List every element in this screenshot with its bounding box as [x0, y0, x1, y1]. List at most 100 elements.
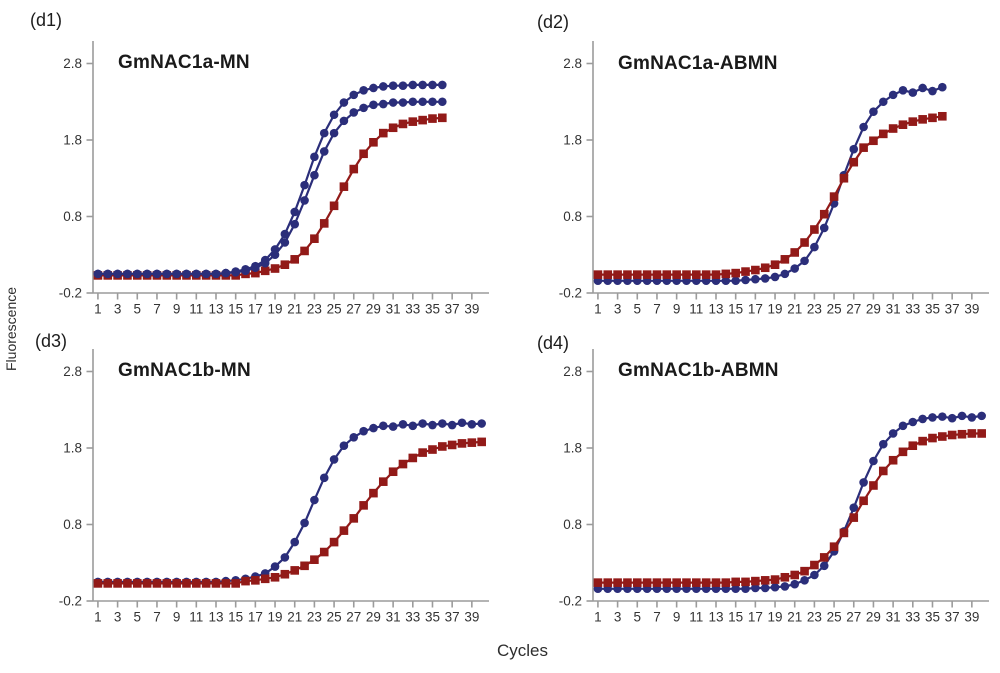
- data-point-circle: [369, 83, 378, 93]
- data-point-circle: [339, 116, 349, 126]
- data-point-square: [770, 575, 780, 584]
- data-point-square: [418, 115, 427, 125]
- data-point-circle: [977, 411, 986, 421]
- data-point-circle: [192, 269, 201, 279]
- y-tick-label: 2.8: [63, 56, 82, 71]
- x-tick-label: 5: [634, 610, 642, 625]
- data-point-square: [859, 496, 868, 506]
- data-point-square: [398, 459, 408, 469]
- data-point-circle: [310, 170, 319, 180]
- data-point-circle: [908, 88, 918, 97]
- data-point-square: [418, 448, 427, 457]
- x-tick-label: 13: [208, 610, 223, 625]
- data-point-square: [378, 477, 388, 486]
- x-tick-label: 39: [464, 610, 479, 625]
- x-tick-label: 27: [846, 302, 861, 317]
- data-point-square: [898, 447, 908, 457]
- x-tick-label: 19: [768, 610, 783, 625]
- data-point-square: [810, 560, 819, 570]
- panel-label-d4: (d4): [537, 333, 570, 353]
- data-point-circle: [270, 245, 280, 254]
- data-point-square: [751, 265, 760, 275]
- x-tick-label: 37: [445, 302, 460, 317]
- data-point-square: [938, 432, 947, 441]
- data-point-square: [878, 466, 888, 476]
- data-point-circle: [182, 269, 191, 279]
- data-point-square: [731, 577, 740, 587]
- x-tick-label: 21: [787, 302, 802, 317]
- data-point-square: [928, 433, 937, 443]
- data-point-circle: [457, 418, 467, 428]
- series-red-squares: [593, 111, 947, 279]
- data-point-square: [477, 437, 486, 447]
- data-point-square: [113, 579, 122, 588]
- data-point-circle: [741, 275, 750, 285]
- x-tick-label: 3: [114, 610, 122, 625]
- data-point-circle: [888, 429, 898, 438]
- x-tick-label: 3: [114, 302, 122, 317]
- data-point-square: [829, 192, 839, 201]
- panel-title-d4: GmNAC1b-ABMN: [618, 360, 779, 381]
- data-point-circle: [152, 269, 162, 279]
- data-point-square: [682, 578, 691, 587]
- x-tick-label: 35: [425, 610, 440, 625]
- data-point-circle: [408, 97, 418, 107]
- data-point-circle: [760, 583, 770, 593]
- data-point-square: [260, 266, 270, 276]
- data-point-square: [438, 113, 447, 123]
- x-tick-label: 35: [925, 302, 940, 317]
- data-point-square: [632, 578, 642, 587]
- data-point-circle: [878, 97, 888, 107]
- data-point-square: [310, 555, 319, 564]
- x-tick-label: 39: [964, 610, 979, 625]
- data-point-circle: [251, 261, 260, 271]
- data-point-circle: [849, 144, 859, 154]
- data-point-circle: [319, 128, 329, 138]
- data-point-square: [652, 578, 662, 587]
- y-tick-label: 1.8: [563, 133, 582, 148]
- data-point-square: [398, 119, 408, 129]
- panel-title-d2: GmNAC1a-ABMN: [618, 53, 778, 74]
- data-point-square: [721, 269, 731, 279]
- x-tick-label: 29: [366, 302, 381, 317]
- data-point-circle: [201, 269, 211, 279]
- data-point-square: [957, 429, 967, 439]
- x-tick-label: 27: [346, 610, 361, 625]
- data-point-square: [790, 248, 800, 257]
- y-tick-label: -0.2: [559, 286, 582, 301]
- data-point-square: [241, 576, 250, 586]
- data-point-circle: [260, 255, 270, 265]
- data-point-circle: [300, 196, 309, 205]
- data-point-circle: [349, 108, 359, 117]
- data-point-circle: [418, 80, 427, 90]
- data-point-circle: [172, 269, 181, 279]
- data-point-circle: [908, 417, 918, 427]
- data-point-square: [859, 143, 868, 152]
- data-point-square: [829, 542, 839, 551]
- data-point-circle: [329, 110, 339, 120]
- data-point-circle: [329, 128, 339, 138]
- x-tick-label: 17: [248, 302, 263, 317]
- data-point-circle: [447, 420, 457, 430]
- data-point-square: [780, 255, 790, 264]
- data-point-square: [908, 117, 918, 126]
- x-tick-label: 33: [905, 302, 920, 317]
- data-point-circle: [869, 456, 878, 466]
- data-point-circle: [477, 419, 486, 428]
- data-point-circle: [741, 584, 750, 594]
- data-point-square: [192, 579, 201, 588]
- data-point-circle: [859, 122, 868, 132]
- data-point-square: [260, 574, 270, 584]
- data-point-square: [359, 149, 368, 159]
- x-tick-label: 29: [366, 610, 381, 625]
- data-point-square: [888, 455, 898, 465]
- data-point-circle: [918, 83, 927, 93]
- data-point-square: [280, 569, 290, 579]
- data-point-square: [672, 270, 681, 279]
- data-point-square: [819, 553, 829, 562]
- data-point-square: [603, 578, 613, 587]
- data-point-circle: [967, 413, 977, 422]
- data-point-square: [780, 572, 790, 582]
- data-point-circle: [290, 537, 300, 547]
- x-tick-label: 21: [287, 610, 302, 625]
